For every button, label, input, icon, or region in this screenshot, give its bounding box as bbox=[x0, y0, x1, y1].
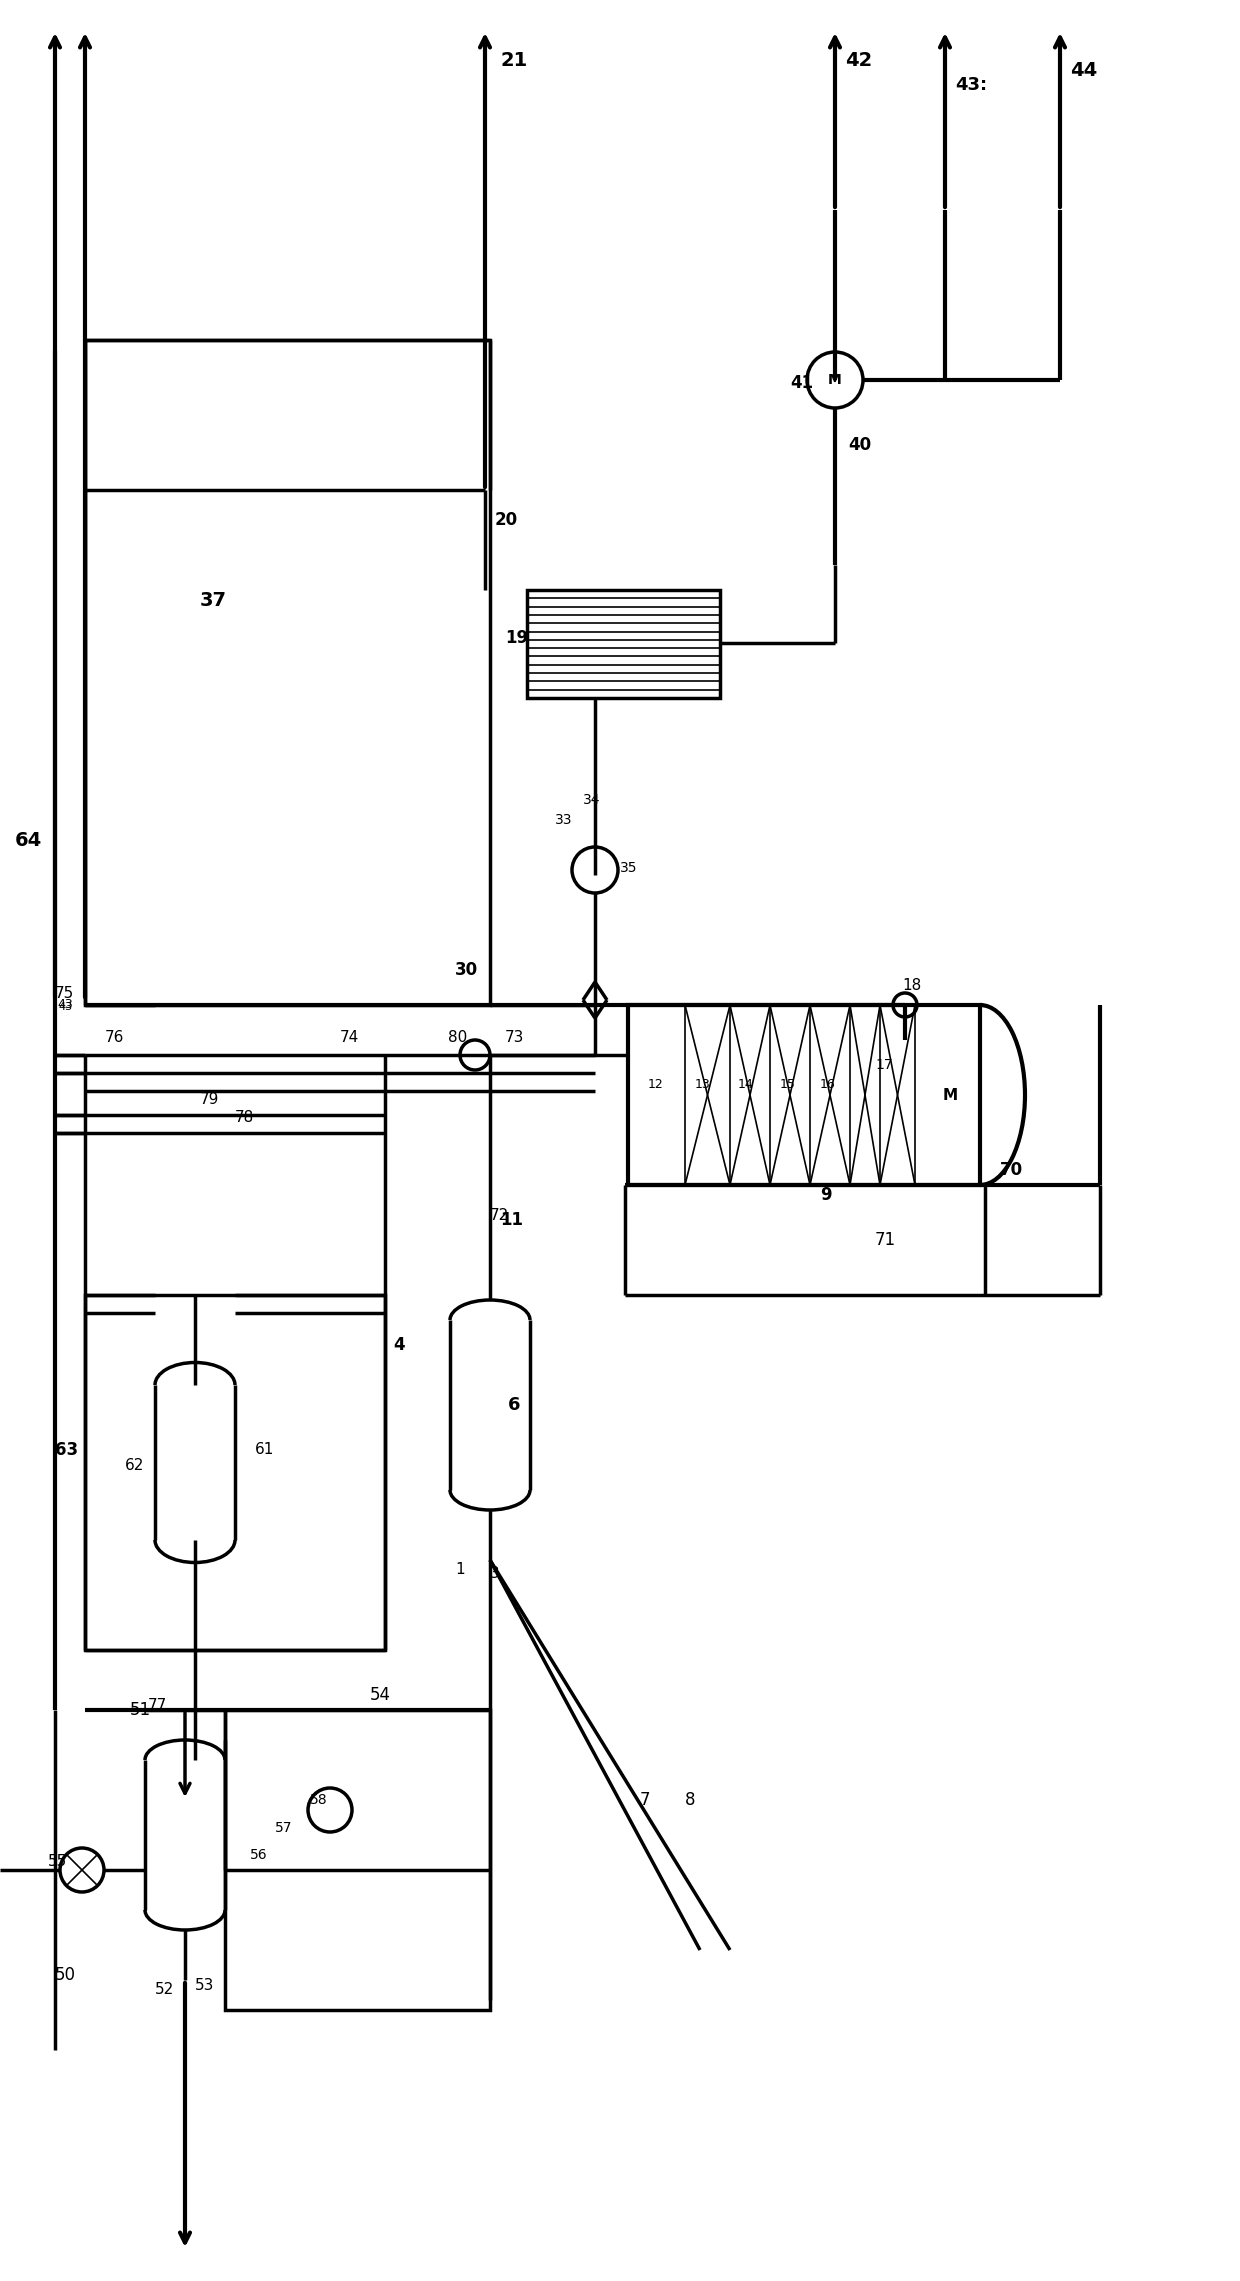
Text: 42: 42 bbox=[844, 50, 872, 68]
Text: 4: 4 bbox=[393, 1337, 404, 1355]
Text: 18: 18 bbox=[901, 979, 921, 992]
Bar bbox=[224, 1711, 490, 2010]
Text: 50: 50 bbox=[55, 1966, 76, 1984]
Text: 15: 15 bbox=[780, 1079, 796, 1093]
Text: 64: 64 bbox=[15, 830, 42, 849]
Text: 80: 80 bbox=[448, 1031, 467, 1045]
Text: 72: 72 bbox=[490, 1207, 510, 1223]
Text: 58: 58 bbox=[310, 1793, 327, 1807]
Text: 55: 55 bbox=[48, 1854, 67, 1870]
Text: 52: 52 bbox=[155, 1982, 175, 1998]
Text: 43: 43 bbox=[58, 1001, 72, 1013]
Text: 62: 62 bbox=[125, 1458, 144, 1474]
Text: 37: 37 bbox=[200, 591, 227, 609]
Text: 43: 43 bbox=[57, 999, 73, 1010]
Text: 78: 78 bbox=[236, 1111, 254, 1125]
Text: 14: 14 bbox=[738, 1079, 754, 1093]
Text: 56: 56 bbox=[250, 1848, 268, 1861]
Text: 7: 7 bbox=[640, 1791, 651, 1809]
Text: M: M bbox=[828, 374, 842, 388]
Text: 20: 20 bbox=[495, 511, 518, 529]
Text: 44: 44 bbox=[1070, 62, 1097, 80]
Text: 40: 40 bbox=[848, 436, 872, 454]
Bar bbox=[86, 1296, 384, 1649]
Text: 71: 71 bbox=[875, 1232, 897, 1250]
Text: 30: 30 bbox=[455, 960, 479, 979]
Text: 3: 3 bbox=[490, 1565, 500, 1581]
Text: 12: 12 bbox=[649, 1079, 663, 1093]
Text: 13: 13 bbox=[694, 1079, 711, 1093]
Text: 17: 17 bbox=[875, 1058, 893, 1072]
Text: 34: 34 bbox=[583, 794, 600, 807]
Text: 9: 9 bbox=[820, 1186, 832, 1204]
Text: 54: 54 bbox=[370, 1686, 391, 1704]
Text: 11: 11 bbox=[500, 1211, 523, 1229]
Text: 70: 70 bbox=[999, 1161, 1023, 1179]
Text: 43:: 43: bbox=[955, 75, 987, 94]
Bar bbox=[86, 340, 490, 1006]
Text: 41: 41 bbox=[790, 374, 813, 392]
Text: 19: 19 bbox=[505, 630, 528, 648]
Text: 16: 16 bbox=[820, 1079, 836, 1093]
Text: 1: 1 bbox=[455, 1562, 465, 1578]
Text: 35: 35 bbox=[620, 860, 637, 876]
Text: 63: 63 bbox=[55, 1442, 78, 1460]
Text: 6: 6 bbox=[508, 1396, 521, 1414]
Text: 73: 73 bbox=[505, 1031, 525, 1045]
Text: 51: 51 bbox=[130, 1702, 151, 1720]
Bar bbox=[527, 591, 720, 698]
Text: 53: 53 bbox=[195, 1978, 215, 1994]
Text: 33: 33 bbox=[556, 812, 573, 828]
Text: 77: 77 bbox=[148, 1697, 167, 1713]
Text: 79: 79 bbox=[200, 1093, 219, 1109]
Bar bbox=[627, 1006, 980, 1186]
Text: 61: 61 bbox=[255, 1442, 274, 1458]
Text: 74: 74 bbox=[340, 1031, 360, 1045]
Text: 21: 21 bbox=[500, 50, 527, 68]
Text: 75: 75 bbox=[55, 985, 74, 1001]
Text: M: M bbox=[942, 1088, 957, 1102]
Text: 76: 76 bbox=[105, 1031, 124, 1045]
Text: 57: 57 bbox=[275, 1820, 293, 1834]
Text: 8: 8 bbox=[684, 1791, 696, 1809]
